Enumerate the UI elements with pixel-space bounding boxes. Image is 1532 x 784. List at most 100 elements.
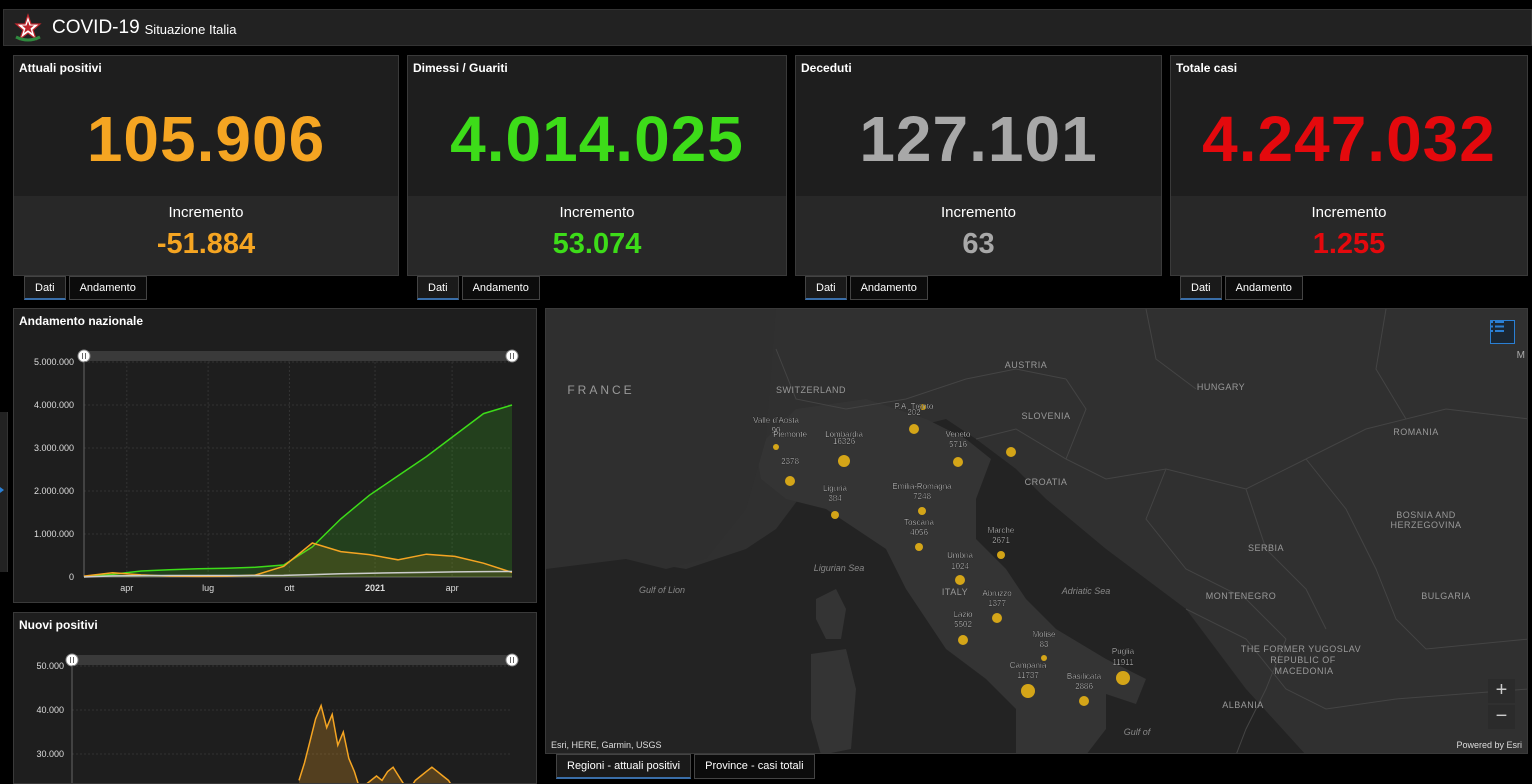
card-increment-label: Incremento <box>168 204 244 221</box>
country-border <box>1185 608 1527 710</box>
tab-regioni[interactable]: Regioni - attuali positivi <box>556 754 692 779</box>
country-label: SERBIA <box>1248 543 1284 553</box>
country-label: FRANCE <box>567 383 634 397</box>
y-tick-label: 50.000 <box>36 661 64 671</box>
sea-label: Gulf of Lion <box>639 585 685 595</box>
region-marker <box>915 543 923 551</box>
country-border <box>775 348 1067 410</box>
land-sardinia <box>811 649 856 753</box>
region-marker <box>909 424 919 434</box>
tab-andamento[interactable]: Andamento <box>461 276 540 300</box>
country-label: SLOVENIA <box>1021 411 1070 421</box>
card-value: 4.247.032 <box>1202 103 1496 175</box>
card-deceduti: Deceduti 127.101 Incremento 63 <box>795 55 1162 276</box>
zoom-out-button[interactable]: − <box>1488 705 1515 729</box>
tab-dati[interactable]: Dati <box>1180 276 1222 300</box>
tab-andamento[interactable]: Andamento <box>68 276 147 300</box>
region-marker <box>920 404 926 410</box>
card-lower-section <box>408 196 786 275</box>
country-label: BULGARIA <box>1421 591 1471 601</box>
tab-andamento[interactable]: Andamento <box>1224 276 1303 300</box>
series-area <box>84 405 512 577</box>
region-name-label: Campania <box>1010 661 1047 670</box>
card-value: 105.906 <box>86 103 326 175</box>
series-line <box>83 404 513 578</box>
region-value-label: 90 <box>772 426 781 435</box>
card-value: 127.101 <box>859 103 1098 175</box>
x-tick-label: apr <box>120 583 133 593</box>
tab-andamento[interactable]: Andamento <box>849 276 928 300</box>
range-slider-handle[interactable] <box>505 653 519 667</box>
card-increment-label: Incremento <box>1311 204 1387 221</box>
tab-dati[interactable]: Dati <box>417 276 459 300</box>
range-slider-handle[interactable] <box>65 653 79 667</box>
series-area <box>84 543 512 577</box>
panel-title: Andamento nazionale <box>19 314 144 328</box>
country-label: HUNGARY <box>1197 382 1245 392</box>
region-value-label: 1024 <box>951 562 969 571</box>
tab-dati[interactable]: Dati <box>24 276 66 300</box>
y-tick-label: 30.000 <box>36 749 64 759</box>
range-slider-handle[interactable] <box>505 349 519 363</box>
map-edge-label: M <box>1516 350 1525 361</box>
region-value-label: 83 <box>1040 640 1049 649</box>
country-border <box>1065 378 1087 460</box>
zoom-in-button[interactable]: + <box>1488 679 1515 703</box>
chevron-right-icon[interactable] <box>0 487 4 493</box>
side-panel-toggle[interactable] <box>0 412 8 572</box>
x-tick-label: ott <box>284 583 295 593</box>
panel-title: Nuovi positivi <box>19 618 98 632</box>
map-attribution: Esri, HERE, Garmin, USGS <box>551 740 662 750</box>
region-value-label: 1377 <box>988 599 1006 608</box>
italian-republic-star-icon <box>14 12 42 41</box>
tab-province[interactable]: Province - casi totali <box>694 754 815 779</box>
andamento-chart: 5.000.000 4.000.000 3.000.000 2.000.000 1.00… <box>34 349 519 593</box>
country-label: HERZEGOVINA <box>1390 520 1461 530</box>
map-tabs: Regioni - attuali positivi Province - ca… <box>556 754 815 779</box>
land-italy <box>756 399 1146 753</box>
tab-dati[interactable]: Dati <box>805 276 847 300</box>
region-value-label: 2886 <box>1075 682 1093 691</box>
region-value-label: 11911 <box>1112 658 1134 667</box>
region-value-label: 5716 <box>949 440 967 449</box>
card-increment-label: Incremento <box>559 204 635 221</box>
region-marker <box>955 575 965 585</box>
x-tick-label: lug <box>202 583 214 593</box>
y-tick-label: 1.000.000 <box>34 529 74 539</box>
country-label: BOSNIA AND <box>1396 510 1456 520</box>
map-canvas[interactable]: FRANCE SWITZERLAND AUSTRIA HUNGARY SLOVENIA C… <box>546 309 1528 754</box>
series-line <box>298 703 452 783</box>
nuovi-positivi-chart: 50.000 40.000 30.000 <box>36 653 519 783</box>
region-value-label: 2378 <box>781 457 799 466</box>
card-tabs-deceduti: Dati Andamento <box>805 276 928 300</box>
card-lower-section <box>796 196 1161 275</box>
italy-map[interactable]: FRANCE SWITZERLAND AUSTRIA HUNGARY SLOVENIA C… <box>545 308 1528 754</box>
region-name-label: P.A. Trento <box>895 402 935 411</box>
region-marker <box>773 444 779 450</box>
region-value-label: 5502 <box>954 620 972 629</box>
x-tick-label: apr <box>446 583 459 593</box>
series-area <box>299 705 451 783</box>
country-label: SWITZERLAND <box>776 385 846 395</box>
region-value-label: 384 <box>828 494 842 503</box>
region-value-label: 11737 <box>1017 671 1039 680</box>
card-increment-value: -51.884 <box>156 228 256 260</box>
country-border <box>1245 488 1327 630</box>
region-name-label: Toscana <box>904 518 934 527</box>
land-corsica <box>816 589 846 639</box>
country-border <box>1375 309 1407 420</box>
app-header: COVID-19 Situazione Italia <box>3 9 1532 46</box>
card-lower-section <box>14 196 398 275</box>
region-name-label: Umbria <box>947 551 973 560</box>
sea-label: Ligurian Sea <box>814 563 865 573</box>
card-increment-value: 53.074 <box>552 228 642 260</box>
map-powered-by[interactable]: Powered by Esri <box>1456 740 1522 750</box>
region-name-label: Piemonte <box>773 430 807 439</box>
app-title: COVID-19 <box>52 16 140 38</box>
andamento-nazionale-panel: Andamento nazionale 5.000.000 4.000.000 3.… <box>13 308 537 603</box>
range-slider-handle[interactable] <box>77 349 91 363</box>
legend-list-icon[interactable] <box>1490 320 1515 344</box>
range-slider-track <box>84 351 512 361</box>
land-france <box>546 309 776 569</box>
y-tick-label: 0 <box>69 572 74 582</box>
